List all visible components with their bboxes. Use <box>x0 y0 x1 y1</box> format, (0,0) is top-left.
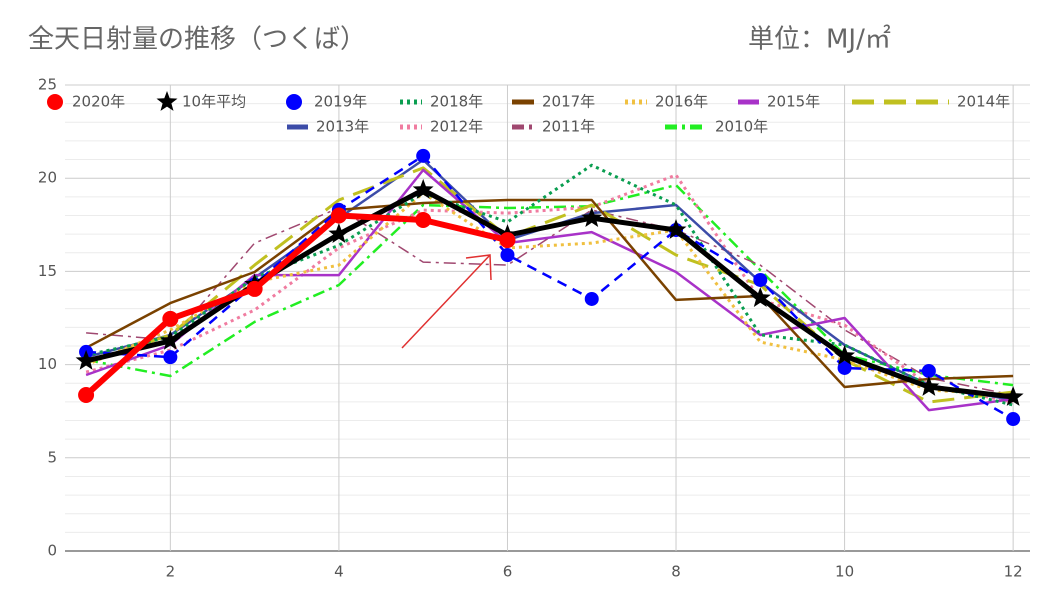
unit-label: 単位：MJ/㎡ <box>748 25 891 55</box>
series-line <box>85 173 1014 404</box>
y-tick-label: 15 <box>38 262 57 280</box>
annotation-arrow <box>401 254 491 349</box>
marker <box>328 223 350 243</box>
legend-label: 2015年 <box>767 93 820 111</box>
legend-label: 10年平均 <box>182 93 246 111</box>
marker <box>163 350 178 365</box>
legend-label: 2019年 <box>314 93 367 111</box>
marker <box>162 310 179 327</box>
legend: 2020年 10年平均 2019年 2018年 2017年 2016年 2015年 2014年… <box>47 91 1010 136</box>
annotation-arrowhead <box>465 254 492 281</box>
x-tick-label: 8 <box>671 563 681 581</box>
series-line <box>85 163 1014 407</box>
marker <box>918 376 940 396</box>
marker <box>78 386 95 403</box>
legend-label: 2017年 <box>542 93 595 111</box>
marker <box>415 211 432 228</box>
series-line <box>86 154 1014 421</box>
marker <box>1002 386 1024 406</box>
y-tick-label: 0 <box>47 542 57 560</box>
x-tick-label: 10 <box>835 563 854 581</box>
marker <box>753 272 768 287</box>
marker <box>159 329 181 350</box>
marker <box>584 291 599 306</box>
legend-label: 2016年 <box>655 93 708 111</box>
marker <box>156 91 178 111</box>
marker <box>499 232 516 249</box>
marker <box>665 219 687 239</box>
chart-title: 全天日射量の推移（つくば） <box>28 25 366 55</box>
marker <box>416 148 431 163</box>
marker <box>921 363 936 378</box>
y-tick-label: 10 <box>38 355 57 373</box>
series-line <box>84 212 509 398</box>
y-tick-label: 5 <box>47 448 57 466</box>
series-line <box>85 183 1014 387</box>
legend-label: 2020年 <box>72 93 125 111</box>
marker <box>581 207 603 227</box>
marker <box>749 287 771 307</box>
series-line <box>85 168 1014 412</box>
legend-label: 2013年 <box>316 118 369 136</box>
legend-label: 2018年 <box>430 93 483 111</box>
marker <box>75 349 97 370</box>
legend-label: 2014年 <box>957 93 1010 111</box>
y-tick-label: 25 <box>38 76 57 94</box>
series-line <box>85 191 1014 397</box>
marker <box>500 247 515 262</box>
x-tick-label: 2 <box>166 563 176 581</box>
marker <box>1006 412 1021 427</box>
marker <box>412 178 434 199</box>
x-tick-label: 6 <box>503 563 513 581</box>
marker <box>286 94 302 110</box>
x-tick-label: 12 <box>1004 563 1023 581</box>
lines <box>75 148 1024 427</box>
legend-label: 2011年 <box>542 118 595 136</box>
marker <box>47 94 63 110</box>
series-line <box>85 158 1014 402</box>
marker <box>330 207 347 224</box>
legend-label: 2012年 <box>430 118 483 136</box>
marker <box>834 345 855 365</box>
y-tick-label: 20 <box>38 169 57 187</box>
series-line <box>85 198 1014 389</box>
x-tick-label: 4 <box>334 563 344 581</box>
marker <box>246 280 263 297</box>
legend-label: 2010年 <box>715 118 768 136</box>
marker <box>837 360 852 375</box>
